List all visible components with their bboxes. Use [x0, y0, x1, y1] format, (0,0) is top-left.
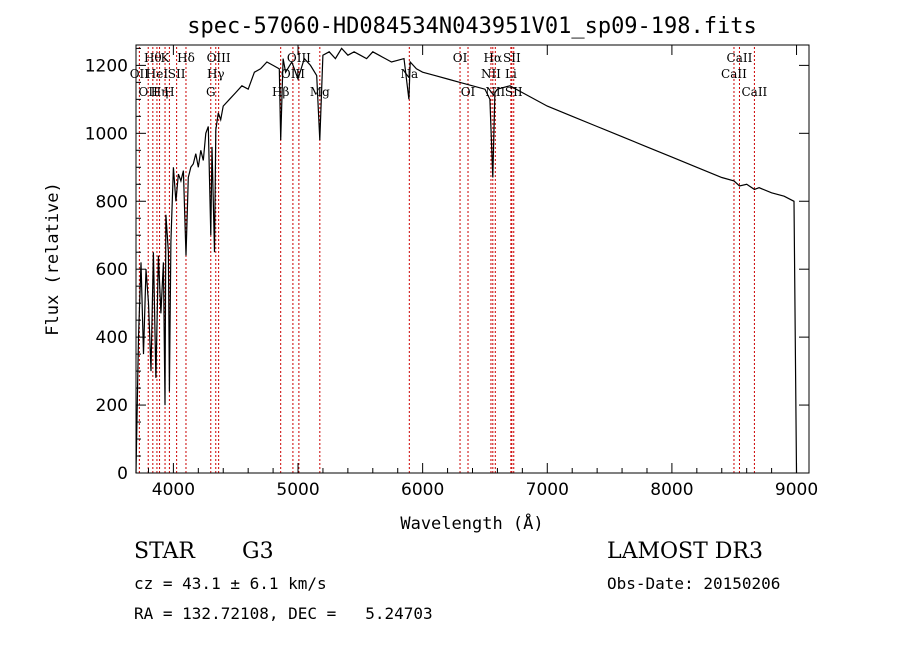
y-tick-label: 400	[96, 328, 128, 348]
observation-date: Obs-Date: 20150206	[607, 574, 781, 593]
x-axis: 4000 5000 6000 7000 8000 9000	[147, 45, 818, 500]
x-axis-label: Wavelength (Å)	[400, 512, 543, 534]
emission-line-markers	[138, 47, 755, 473]
line-label: G	[206, 85, 216, 99]
x-tick-label: 9000	[775, 480, 818, 500]
coordinates-readout: RA = 132.72108, DEC = 5.24703	[134, 604, 433, 623]
x-tick-label: 6000	[401, 480, 444, 500]
y-tick-label: 0	[117, 464, 128, 484]
chart-title: spec-57060-HD084534N043951V01_sp09-198.f…	[187, 14, 757, 39]
y-tick-label: 1000	[85, 124, 128, 144]
line-label: HeI	[146, 67, 169, 81]
line-label: OI	[461, 85, 476, 99]
survey-name: LAMOST DR3	[607, 539, 763, 564]
x-tick-label: 8000	[650, 480, 693, 500]
x-tick-label: 4000	[152, 480, 195, 500]
x-tick-label: 5000	[276, 480, 319, 500]
line-label: OIII	[207, 51, 231, 65]
y-tick-label: 800	[96, 192, 128, 212]
line-label: CaII	[741, 85, 767, 99]
y-tick-label: 1200	[85, 56, 128, 76]
emission-line-labels: OIIOIIHθHeIHηKHSIIHδGHγOIIIHβOIIIOIIIMgN…	[130, 51, 768, 99]
line-label: SII	[503, 51, 521, 65]
line-label: Hη	[151, 85, 169, 99]
redshift-readout: cz = 43.1 ± 6.1 km/s	[134, 574, 327, 593]
y-tick-label: 600	[96, 260, 128, 280]
line-label: Hα	[484, 51, 503, 65]
line-label: OIII	[287, 51, 311, 65]
line-label: Hγ	[207, 67, 225, 81]
y-axis-label: Flux (relative)	[43, 182, 63, 336]
y-axis: 0 200 400 600 800 1000 1200	[85, 47, 809, 484]
line-label: Li	[505, 67, 517, 81]
line-label: CaII	[727, 51, 753, 65]
plot-frame	[135, 44, 810, 474]
line-label: NII	[481, 67, 501, 81]
line-label: Hθ	[144, 51, 162, 65]
line-label: OII	[139, 85, 159, 99]
x-tick-label: 7000	[526, 480, 569, 500]
line-label: SII	[505, 85, 523, 99]
y-tick-label: 200	[96, 396, 128, 416]
series-line-flux	[135, 47, 798, 474]
line-label: OI	[453, 51, 468, 65]
line-label: Mg	[310, 85, 330, 99]
object-class: STAR	[134, 539, 195, 564]
line-label: Hδ	[177, 51, 195, 65]
line-label: SII	[168, 67, 186, 81]
line-label: CaII	[721, 67, 747, 81]
line-label: K	[161, 51, 171, 65]
object-subclass: G3	[242, 539, 274, 564]
line-label: H	[164, 85, 174, 99]
line-label: Hβ	[272, 85, 289, 99]
line-label: OII	[130, 67, 150, 81]
